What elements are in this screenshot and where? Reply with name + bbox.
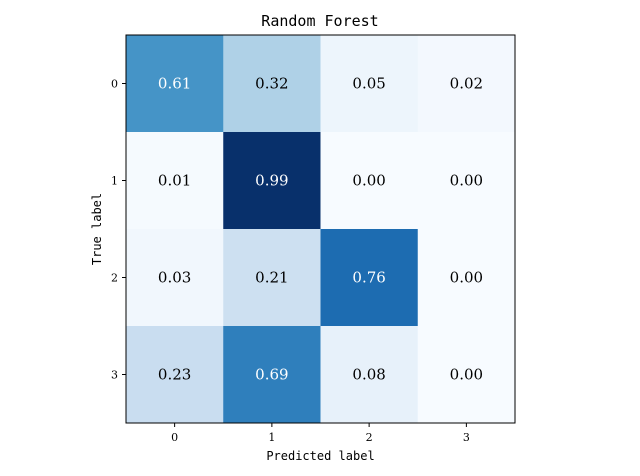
heatmap-cell [126,229,224,327]
heatmap-cell [223,132,321,230]
y-tick-label: 3 [111,369,118,382]
heatmap-cell [320,326,419,424]
heatmap-cell [417,229,516,327]
cell-value-label: 0.61 [158,75,191,93]
heatmap-cell [417,35,516,133]
heatmap-cell [417,326,516,424]
x-axis-ticks: 0 1 2 3 [171,423,470,444]
x-tick-label: 1 [268,431,275,444]
heatmap-cell [320,132,419,230]
y-axis-label: True label [90,193,104,265]
heatmap-cell [126,326,224,424]
heatmap-cells: 0.61 0.32 0.05 0.02 0.01 0.99 0.00 0.00 0.03 0.21… [126,35,516,424]
cell-value-label: 0.05 [352,75,385,93]
y-tick-label: 0 [111,78,118,91]
x-tick-label: 0 [171,431,178,444]
cell-value-label: 0.32 [255,75,288,93]
cell-value-label: 0.76 [352,269,385,287]
heatmap-cell [126,132,224,230]
heatmap-cell [320,35,419,133]
heatmap-cell [417,132,516,230]
cell-value-label: 0.00 [352,172,385,190]
cell-value-label: 0.69 [255,366,288,384]
y-tick-label: 2 [111,272,118,285]
y-tick-label: 1 [111,175,118,188]
cell-value-label: 0.00 [450,366,483,384]
cell-value-label: 0.08 [352,366,385,384]
x-tick-label: 3 [463,431,470,444]
cell-value-label: 0.03 [158,269,191,287]
x-tick-label: 2 [366,431,373,444]
heatmap-cell [126,35,224,133]
cell-value-label: 0.23 [158,366,191,384]
heatmap-cell [223,326,321,424]
cell-value-label: 0.99 [255,172,288,190]
cell-value-label: 0.00 [450,172,483,190]
heatmap-cell [223,229,321,327]
plot-frame [125,34,516,424]
heatmap-cell [223,35,321,133]
cell-value-label: 0.21 [255,269,288,287]
x-axis-label: Predicted label [266,449,374,463]
cell-value-label: 0.02 [450,75,483,93]
chart-title: Random Forest [261,12,378,30]
y-axis-ticks: 0 1 2 3 [111,78,126,382]
cell-value-label: 0.01 [158,172,191,190]
cell-value-label: 0.00 [450,269,483,287]
heatmap-cell [320,229,419,327]
